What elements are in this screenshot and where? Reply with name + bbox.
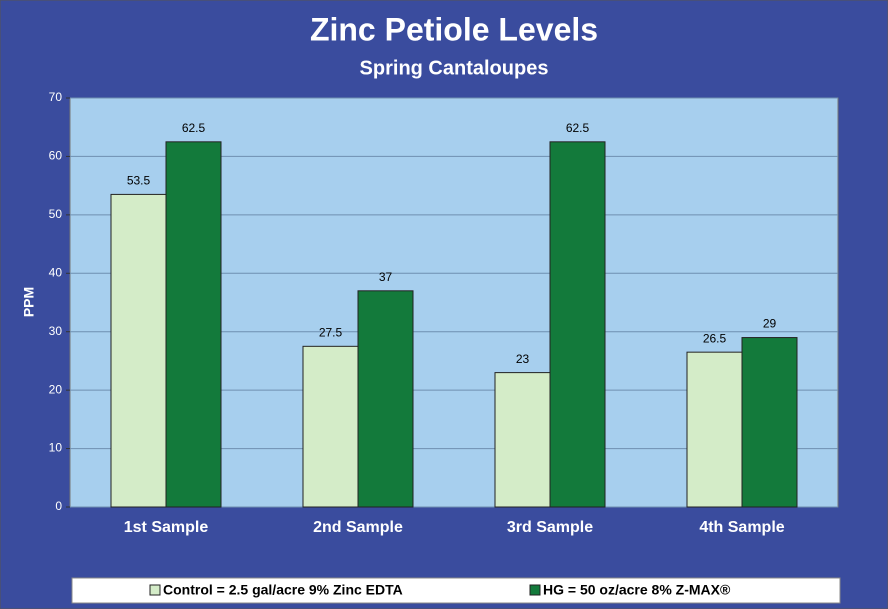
y-tick-label: 0 <box>55 499 62 513</box>
data-label: 53.5 <box>127 174 151 188</box>
y-tick-label: 20 <box>49 382 63 396</box>
bar <box>549 141 606 508</box>
x-tick-label: 2nd Sample <box>313 519 403 536</box>
data-label: 29 <box>763 317 777 331</box>
bar <box>302 345 359 508</box>
y-tick-label: 30 <box>49 324 63 338</box>
x-tick-label: 4th Sample <box>699 519 784 536</box>
y-tick-label: 50 <box>49 207 63 221</box>
y-tick-label: 40 <box>49 265 63 279</box>
data-label: 62.5 <box>566 121 590 135</box>
bar <box>494 372 551 508</box>
bar <box>357 290 414 508</box>
legend <box>71 577 841 604</box>
chart-title: Zinc Petiole Levels <box>310 11 598 47</box>
x-tick-label: 1st Sample <box>124 519 209 536</box>
x-tick-label: 3rd Sample <box>507 519 593 536</box>
bar <box>741 337 798 508</box>
bar <box>686 351 743 508</box>
y-tick-label: 10 <box>49 441 63 455</box>
y-tick-label: 60 <box>49 149 63 163</box>
data-label: 37 <box>379 270 393 284</box>
legend-swatch <box>149 584 161 596</box>
legend-swatch <box>529 584 541 596</box>
chart-subtitle: Spring Cantaloupes <box>360 57 549 79</box>
data-label: 26.5 <box>703 331 727 345</box>
data-label: 27.5 <box>319 325 343 339</box>
data-label: 23 <box>516 352 530 366</box>
y-tick-label: 70 <box>49 90 63 104</box>
legend-label: Control = 2.5 gal/acre 9% Zinc EDTA <box>163 582 403 598</box>
bar <box>165 141 222 508</box>
legend-label: HG = 50 oz/acre 8% Z-MAX® <box>543 582 731 598</box>
data-label: 62.5 <box>182 121 206 135</box>
bar <box>110 193 167 508</box>
y-axis-label: PPM <box>21 287 37 317</box>
